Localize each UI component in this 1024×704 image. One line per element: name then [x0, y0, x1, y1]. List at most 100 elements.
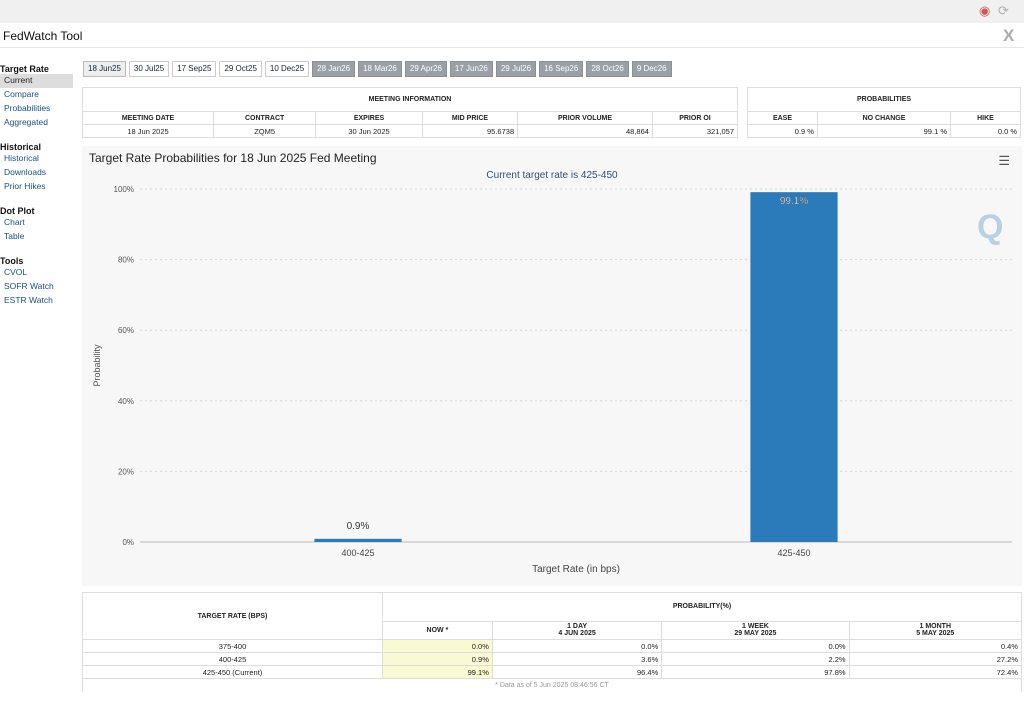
history-value-cell: 96.4% [491, 665, 663, 679]
history-col-header: 1 MONTH 5 MAY 2025 [848, 620, 1023, 641]
bar-425-450[interactable] [750, 192, 838, 542]
meeting-info-cell: 30 Jun 2025 [315, 124, 423, 138]
chart-title: Target Rate Probabilities for 18 Jun 202… [89, 151, 377, 165]
close-icon[interactable]: X [1003, 26, 1015, 45]
probabilities-table: PROBABILITIES EASE NO CHANGE HIKE 0.9 % 99.… [747, 87, 1021, 138]
history-value-cell: 72.4% [848, 665, 1023, 679]
y-axis-label: Probability [92, 344, 102, 387]
history-rate-cell: 425-450 (Current) [82, 665, 383, 679]
meeting-info-col-header: MID PRICE [421, 111, 519, 125]
meeting-info-col-header: PRIOR OI [651, 111, 739, 125]
history-table: TARGET RATE (BPS) PROBABILITY(%) NOW * 1 … [82, 592, 1023, 692]
history-col-date: 5 MAY 2025 [916, 630, 955, 638]
tab-meeting[interactable]: 9 Dec26 [631, 61, 672, 77]
probabilities-col-header: EASE [747, 111, 818, 125]
sidebar-heading: Tools [0, 256, 24, 266]
history-value-cell: 27.2% [848, 652, 1023, 666]
meeting-info-cell: 95.6738 [421, 124, 519, 138]
sidebar-item-compare[interactable]: Compare [4, 89, 39, 99]
sidebar-item-table[interactable]: Table [4, 231, 25, 241]
table-row: 400-425 0.9% 3.6% 2.2% 27.2% [82, 652, 1023, 666]
y-tick-label: 80% [118, 256, 134, 265]
history-value-cell: 0.9% [382, 652, 493, 666]
chart-subtitle: Current target rate is 425-450 [486, 170, 618, 181]
svg-text:Q: Q [977, 208, 1003, 246]
chart-panel: 0% 20% 40% 60% 80% 100% Probability Target Rate… [82, 146, 1022, 586]
x-tick-label: 425-450 [777, 548, 810, 558]
q-logo-icon: Q [977, 208, 1003, 246]
tab-meeting[interactable]: 28 Jan26 [312, 61, 356, 77]
history-value-cell: 0.0% [661, 639, 850, 653]
hamburger-icon[interactable]: ☰ [998, 153, 1010, 168]
meeting-info-col-header: CONTRACT [213, 111, 317, 125]
history-value-cell: 99.1% [382, 665, 493, 679]
tab-meeting[interactable]: 29 Apr26 [404, 61, 447, 77]
sidebar-heading: Dot Plot [0, 206, 35, 216]
history-col-header: 1 WEEK 29 MAY 2025 [661, 620, 850, 641]
history-value-cell: 0.0% [491, 639, 663, 653]
meeting-info-cell: ZQM5 [213, 124, 317, 138]
sidebar-item-aggregated[interactable]: Aggregated [4, 117, 48, 127]
history-value-cell: 2.2% [661, 652, 850, 666]
meeting-tabs: 18 Jun25 30 Jul25 17 Sep25 29 Oct25 10 Dec25… [83, 61, 672, 77]
table-row: 375-400 0.0% 0.0% 0.0% 0.4% [82, 639, 1023, 653]
history-value-cell: 3.6% [491, 652, 663, 666]
meeting-info-cell: 321,057 [651, 124, 739, 138]
history-col-header: NOW * [382, 620, 493, 641]
tab-meeting[interactable]: 29 Oct25 [219, 61, 262, 77]
tab-meeting[interactable]: 17 Sep25 [172, 61, 217, 77]
probabilities-cell: 0.0 % [950, 124, 1021, 138]
sidebar-gap [0, 130, 76, 138]
tab-meeting[interactable]: 17 Jun26 [449, 61, 493, 77]
refresh-icon[interactable]: ⟳ [998, 3, 1009, 18]
y-tick-label: 40% [118, 397, 134, 406]
probabilities-caption: PROBABILITIES [747, 87, 1021, 112]
history-value-cell: 97.8% [661, 665, 850, 679]
probability-chart: 0% 20% 40% 60% 80% 100% Probability Target Rate… [92, 185, 1012, 575]
data-label: 0.9% [347, 521, 370, 532]
tab-meeting[interactable]: 18 Mar26 [358, 61, 402, 77]
meeting-info-col-header: MEETING DATE [81, 111, 215, 125]
sidebar-item-sofr-watch[interactable]: SOFR Watch [4, 281, 54, 291]
history-value-cell: 0.4% [848, 639, 1023, 653]
sidebar-heading: Target Rate [0, 64, 49, 74]
history-rate-cell: 375-400 [82, 639, 383, 653]
x-axis-label: Target Rate (in bps) [532, 564, 620, 575]
tab-meeting[interactable]: 29 Jul26 [495, 61, 537, 77]
bar-400-425[interactable] [314, 538, 402, 542]
y-tick-label: 60% [118, 326, 134, 335]
probabilities-col-header: NO CHANGE [816, 111, 952, 125]
meeting-info-cell: 18 Jun 2025 [81, 124, 215, 138]
meeting-info-table: MEETING INFORMATION MEETING DATE CONTRACT… [81, 87, 739, 138]
sidebar-item-prior-hikes[interactable]: Prior Hikes [4, 181, 46, 191]
probability-header: PROBABILITY(%) [382, 592, 1022, 622]
meeting-info-col-header: PRIOR VOLUME [517, 111, 653, 125]
table-row: 425-450 (Current) 99.1% 96.4% 97.8% 72.4% [82, 665, 1023, 679]
sidebar-item-estr-watch[interactable]: ESTR Watch [4, 295, 53, 305]
history-col-label: NOW * [426, 626, 449, 634]
probabilities-col-header: HIKE [950, 111, 1021, 125]
tab-meeting[interactable]: 30 Jul25 [128, 61, 170, 77]
history-value-cell: 0.0% [382, 639, 493, 653]
sidebar-item-probabilities[interactable]: Probabilities [4, 103, 51, 113]
history-col-label: 1 MONTH [919, 623, 952, 631]
history-col-date: 4 JUN 2025 [558, 630, 596, 638]
sidebar-item-current[interactable]: Current [0, 74, 73, 88]
pdf-export-icon[interactable]: ◉ [979, 3, 991, 18]
sidebar-item-downloads[interactable]: Downloads [4, 167, 47, 177]
sidebar-item-chart[interactable]: Chart [4, 217, 25, 227]
top-toolbar: ◉ ⟳ [0, 0, 1024, 23]
history-col-label: 1 DAY [567, 623, 588, 631]
x-tick-label: 400-425 [341, 548, 374, 558]
tab-meeting[interactable]: 16 Sep26 [539, 61, 584, 77]
probabilities-cell: 0.9 % [747, 124, 818, 138]
tab-meeting[interactable]: 28 Oct26 [586, 61, 629, 77]
tab-meeting[interactable]: 18 Jun25 [83, 61, 126, 77]
tab-meeting[interactable]: 10 Dec25 [264, 61, 310, 77]
sidebar-gap [0, 194, 76, 202]
note-row: * Data as of 5 Jun 2025 08:46:56 CT [82, 678, 1022, 692]
history-col-header: 1 DAY 4 JUN 2025 [491, 620, 663, 641]
sidebar-item-historical[interactable]: Historical [4, 153, 39, 163]
sidebar-item-cvol[interactable]: CVOL [4, 267, 28, 277]
y-tick-label: 20% [118, 467, 134, 476]
